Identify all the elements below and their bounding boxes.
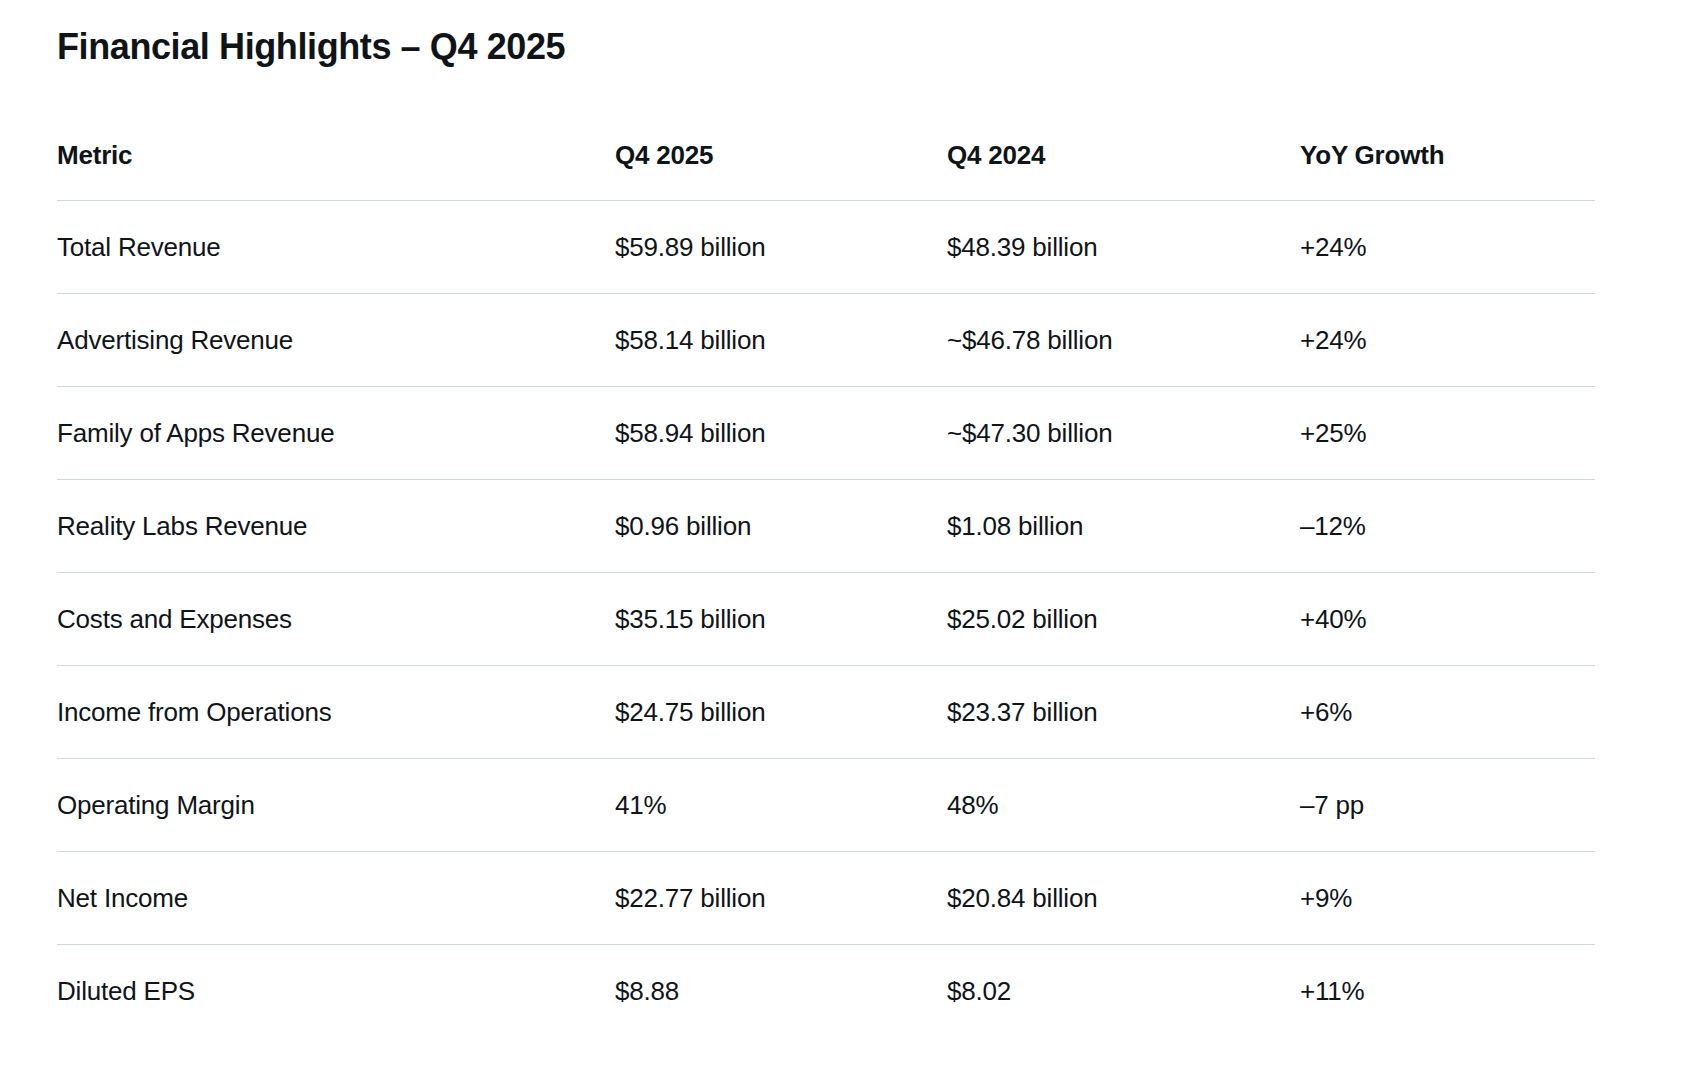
table-cell-yoy: +11%	[1300, 945, 1595, 1038]
table-cell-q4-2024: $1.08 billion	[947, 480, 1300, 573]
financial-highlights-table: Metric Q4 2025 Q4 2024 YoY Growth Total …	[57, 110, 1595, 1037]
table-cell-yoy: +6%	[1300, 666, 1595, 759]
table-cell-metric: Family of Apps Revenue	[57, 387, 615, 480]
column-header-q4-2024: Q4 2024	[947, 110, 1300, 201]
table-cell-q4-2024: $23.37 billion	[947, 666, 1300, 759]
table-cell-metric: Net Income	[57, 852, 615, 945]
table-cell-metric: Diluted EPS	[57, 945, 615, 1038]
table-cell-yoy: +24%	[1300, 201, 1595, 294]
table-row: Diluted EPS $8.88 $8.02 +11%	[57, 945, 1595, 1038]
table-cell-q4-2025: $24.75 billion	[615, 666, 947, 759]
table-row: Costs and Expenses $35.15 billion $25.02…	[57, 573, 1595, 666]
table-cell-q4-2024: $25.02 billion	[947, 573, 1300, 666]
table-cell-q4-2025: $35.15 billion	[615, 573, 947, 666]
table-cell-yoy: +9%	[1300, 852, 1595, 945]
table-cell-metric: Advertising Revenue	[57, 294, 615, 387]
table-cell-yoy: +40%	[1300, 573, 1595, 666]
table-cell-q4-2025: $22.77 billion	[615, 852, 947, 945]
table-cell-q4-2024: $8.02	[947, 945, 1300, 1038]
column-header-yoy-growth: YoY Growth	[1300, 110, 1595, 201]
table-cell-metric: Operating Margin	[57, 759, 615, 852]
table-cell-metric: Reality Labs Revenue	[57, 480, 615, 573]
page-title: Financial Highlights – Q4 2025	[57, 25, 1694, 69]
table-cell-q4-2024: ~$46.78 billion	[947, 294, 1300, 387]
table-cell-yoy: +24%	[1300, 294, 1595, 387]
table-cell-metric: Costs and Expenses	[57, 573, 615, 666]
table-cell-q4-2024: ~$47.30 billion	[947, 387, 1300, 480]
column-header-q4-2025: Q4 2025	[615, 110, 947, 201]
table-row: Advertising Revenue $58.14 billion ~$46.…	[57, 294, 1595, 387]
table-row: Total Revenue $59.89 billion $48.39 bill…	[57, 201, 1595, 294]
table-cell-yoy: –12%	[1300, 480, 1595, 573]
table-cell-q4-2025: $0.96 billion	[615, 480, 947, 573]
table-cell-yoy: +25%	[1300, 387, 1595, 480]
table-cell-q4-2025: $58.94 billion	[615, 387, 947, 480]
table-header-row: Metric Q4 2025 Q4 2024 YoY Growth	[57, 110, 1595, 201]
table-cell-q4-2025: $59.89 billion	[615, 201, 947, 294]
table-cell-q4-2025: $8.88	[615, 945, 947, 1038]
table-cell-yoy: –7 pp	[1300, 759, 1595, 852]
table-cell-metric: Total Revenue	[57, 201, 615, 294]
table-cell-q4-2025: $58.14 billion	[615, 294, 947, 387]
column-header-metric: Metric	[57, 110, 615, 201]
table-row: Income from Operations $24.75 billion $2…	[57, 666, 1595, 759]
table-cell-q4-2025: 41%	[615, 759, 947, 852]
table-cell-q4-2024: 48%	[947, 759, 1300, 852]
table-row: Operating Margin 41% 48% –7 pp	[57, 759, 1595, 852]
table-cell-q4-2024: $48.39 billion	[947, 201, 1300, 294]
table-row: Net Income $22.77 billion $20.84 billion…	[57, 852, 1595, 945]
table-cell-q4-2024: $20.84 billion	[947, 852, 1300, 945]
table-cell-metric: Income from Operations	[57, 666, 615, 759]
table-row: Reality Labs Revenue $0.96 billion $1.08…	[57, 480, 1595, 573]
table-row: Family of Apps Revenue $58.94 billion ~$…	[57, 387, 1595, 480]
